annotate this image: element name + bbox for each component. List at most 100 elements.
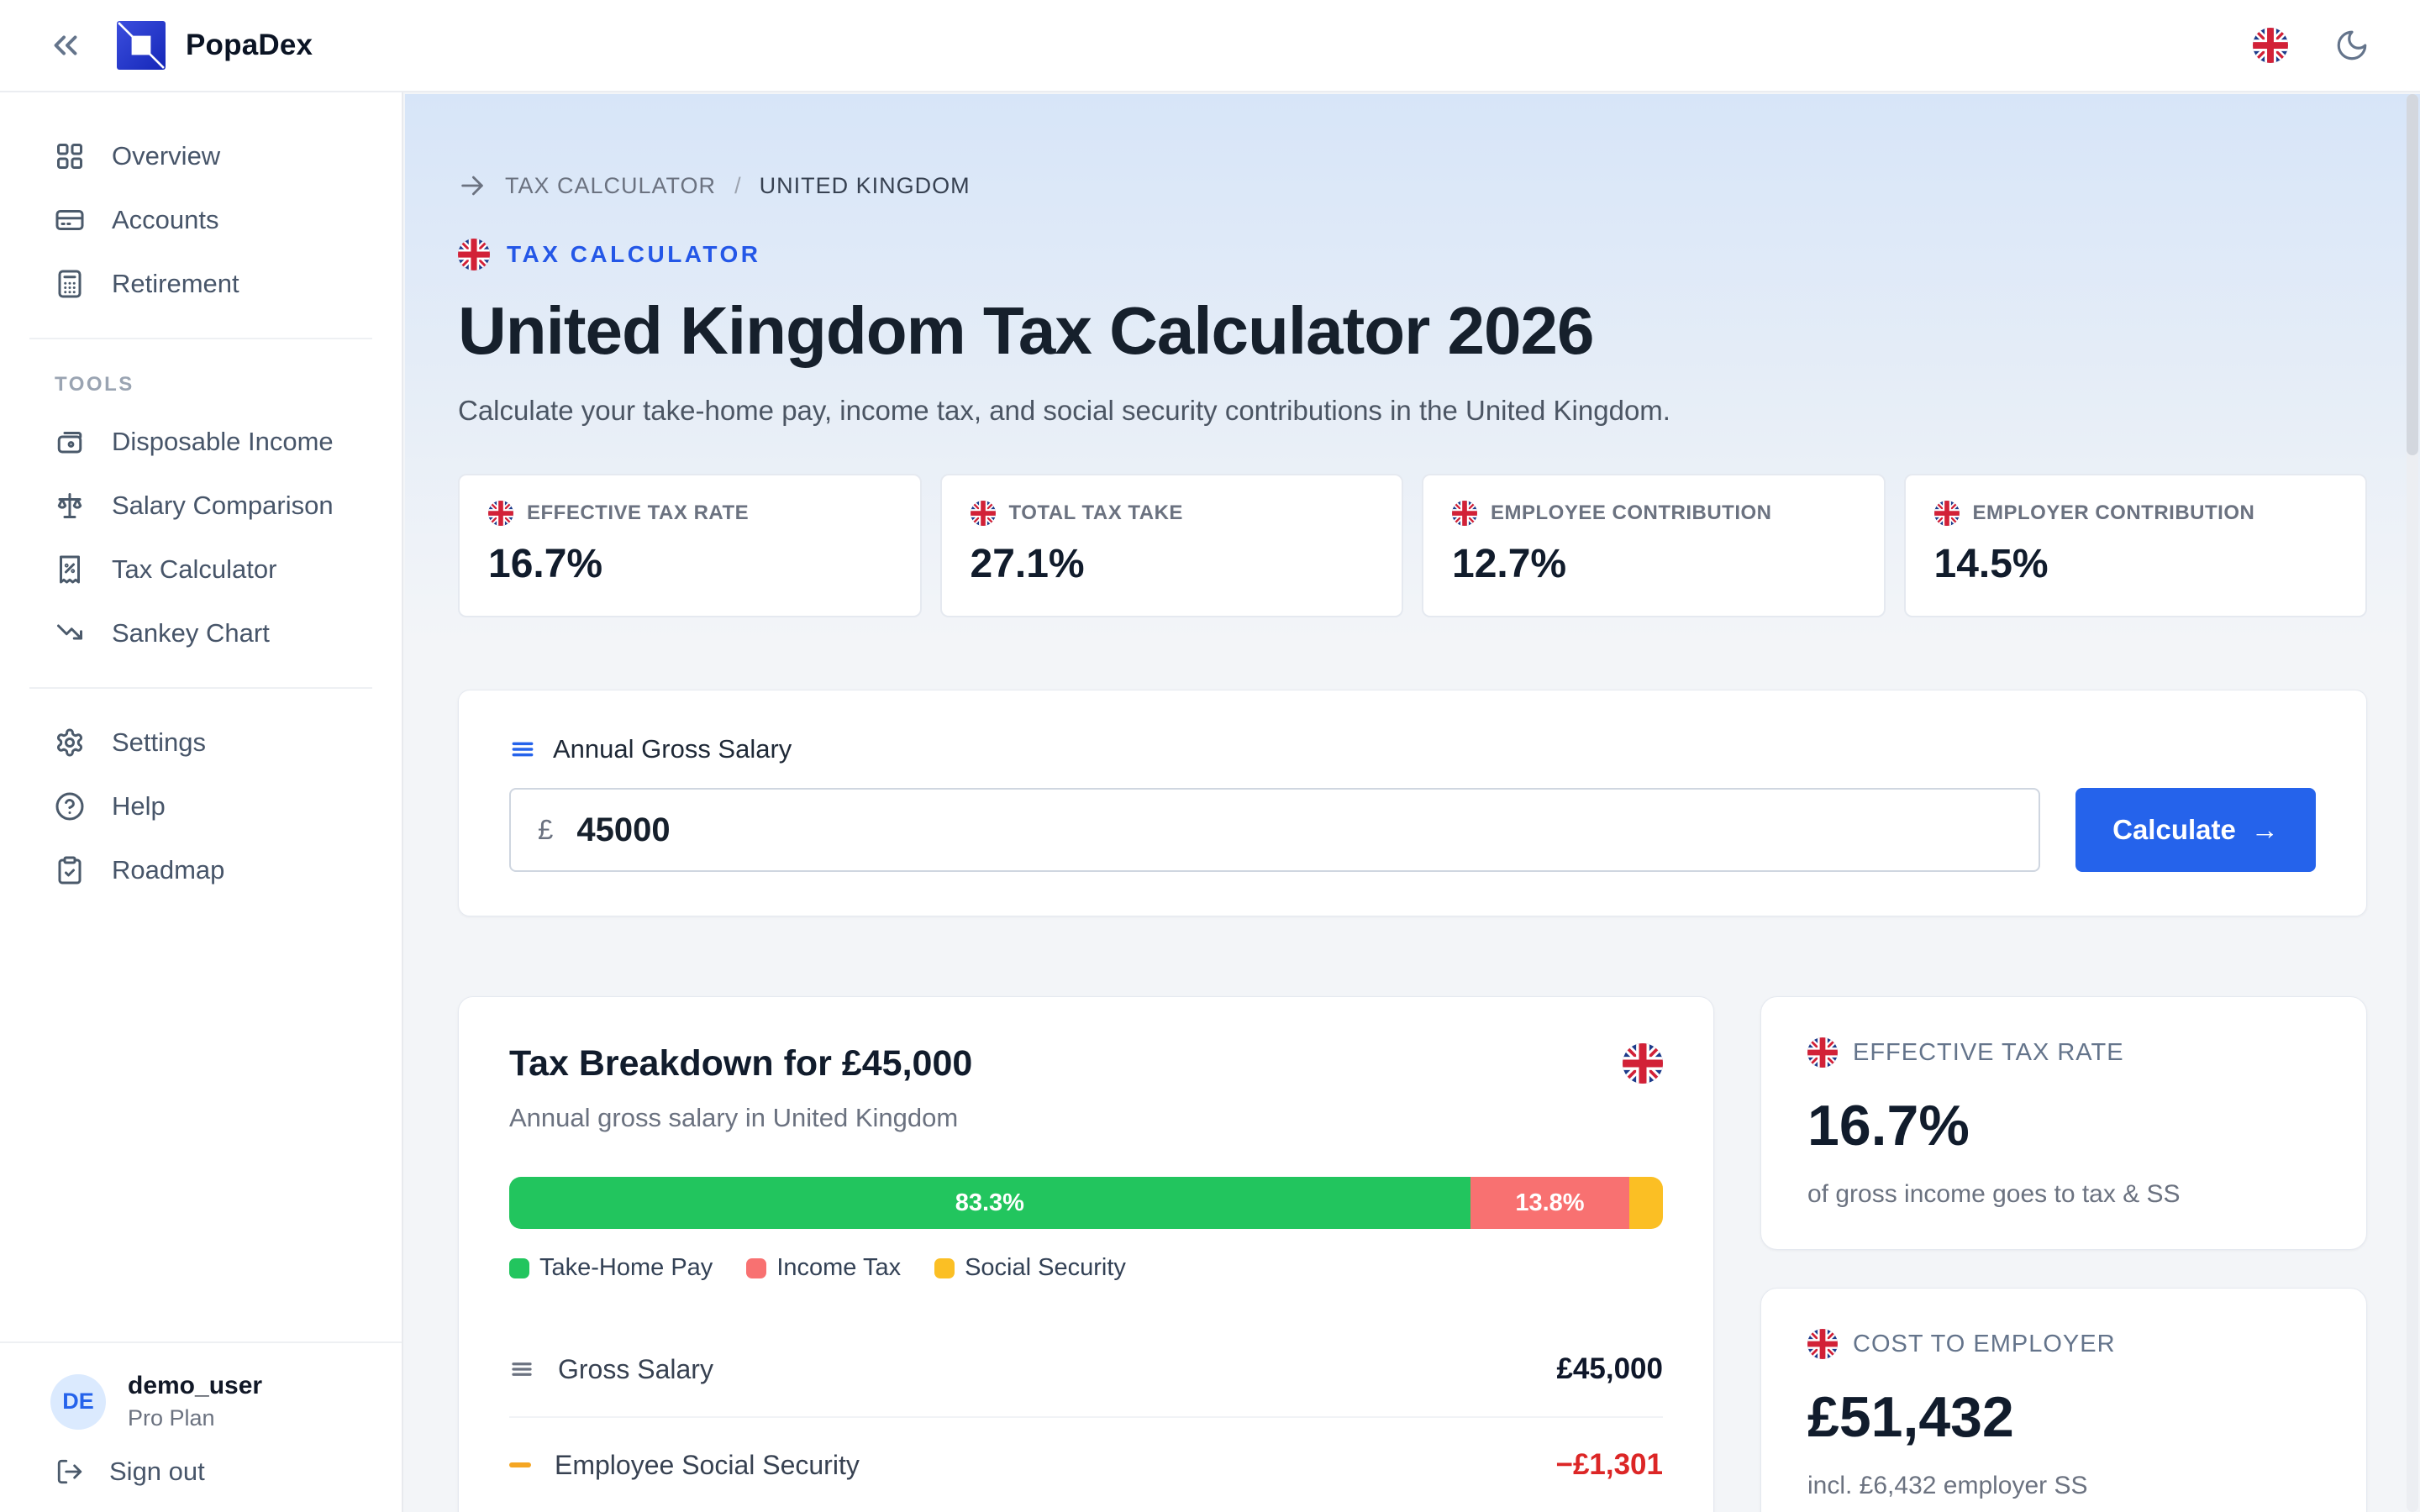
uk-flag-icon[interactable] xyxy=(2253,28,2288,63)
page-title: United Kingdom Tax Calculator 2026 xyxy=(458,293,1594,368)
summary-card-effective-tax-rate: EFFECTIVE TAX RATE 16.7% of gross income… xyxy=(1760,996,2367,1250)
breadcrumb-section[interactable]: TAX CALCULATOR xyxy=(505,172,717,198)
stat-card-employee-contribution: EMPLOYEE CONTRIBUTION 12.7% xyxy=(1422,474,1886,617)
summary-value: £51,432 xyxy=(1807,1385,2014,1449)
page-eyebrow-row: TAX CALCULATOR xyxy=(458,239,2367,270)
uk-flag-icon xyxy=(1934,501,1960,526)
legend-dot xyxy=(509,1257,529,1278)
sidebar-item-sankey-chart[interactable]: Sankey Chart xyxy=(0,601,402,665)
calculate-button[interactable]: Calculate → xyxy=(2075,788,2316,872)
popadex-logo-icon[interactable] xyxy=(117,21,166,70)
sidebar-item-label: Retirement xyxy=(112,269,239,298)
grid-icon xyxy=(57,144,82,169)
stat-value: 27.1% xyxy=(970,542,1085,586)
bar-segment-label: 13.8% xyxy=(1515,1189,1585,1216)
stat-value: 12.7% xyxy=(1452,542,1567,586)
sidebar-item-salary-comparison[interactable]: Salary Comparison xyxy=(0,474,402,538)
stat-label: EFFECTIVE TAX RATE xyxy=(527,501,750,524)
summary-column: EFFECTIVE TAX RATE 16.7% of gross income… xyxy=(1760,996,2367,1512)
gear-icon xyxy=(57,728,82,757)
tax-breakdown-card: Tax Breakdown for £45,000 Annual gross s… xyxy=(458,996,1714,1512)
clipboard-check-icon xyxy=(58,856,82,885)
stat-card-effective-tax-rate: EFFECTIVE TAX RATE 16.7% xyxy=(458,474,922,617)
lines-icon xyxy=(512,742,534,757)
user-name: demo_user xyxy=(128,1372,263,1399)
breadcrumb-separator: / xyxy=(734,172,741,198)
scale-icon xyxy=(57,493,82,518)
summary-value: 16.7% xyxy=(1807,1094,1970,1158)
trending-down-icon xyxy=(57,624,82,640)
sidebar: Overview Accounts Retirement TOOLS xyxy=(0,92,403,1512)
summary-card-cost-to-employer: COST TO EMPLOYER £51,432 incl. £6,432 em… xyxy=(1760,1288,2367,1512)
salary-input-wrapper: £ xyxy=(509,788,2040,872)
bar-segment-social-security xyxy=(1629,1177,1663,1229)
legend-item-income-tax: Income Tax xyxy=(746,1254,901,1282)
row-employee-social-security: Employee Social Security −£1,301 xyxy=(509,1418,1663,1512)
user-area: DE demo_user Pro Plan Sign out xyxy=(0,1341,402,1512)
topbar: PopaDex xyxy=(0,0,2420,92)
sidebar-item-settings[interactable]: Settings xyxy=(0,711,402,774)
summary-caption: incl. £6,432 employer SS xyxy=(1807,1472,2088,1499)
logout-icon xyxy=(57,1459,82,1484)
user-profile[interactable]: DE demo_user Pro Plan xyxy=(50,1372,402,1431)
help-circle-icon xyxy=(55,792,84,821)
salary-input[interactable] xyxy=(576,811,2012,849)
sidebar-item-label: Settings xyxy=(112,727,207,757)
stat-value: 16.7% xyxy=(488,542,603,586)
sidebar-item-overview[interactable]: Overview xyxy=(0,124,402,188)
bar-segment-income-tax: 13.8% xyxy=(1470,1177,1630,1229)
stat-value: 14.5% xyxy=(1933,542,2049,586)
uk-flag-icon xyxy=(458,239,490,270)
tools-section-header: TOOLS xyxy=(55,373,134,396)
calculator-icon xyxy=(58,270,82,298)
arrow-right-icon: → xyxy=(2250,814,2279,845)
uk-flag-icon xyxy=(971,501,996,526)
brand-name: PopaDex xyxy=(186,29,313,61)
sidebar-item-roadmap[interactable]: Roadmap xyxy=(0,838,402,902)
sign-out-button[interactable]: Sign out xyxy=(55,1457,402,1487)
summary-caption: of gross income goes to tax & SS xyxy=(1807,1180,2181,1208)
row-gross-salary: Gross Salary £45,000 xyxy=(509,1322,1663,1418)
bar-segment-label: 83.3% xyxy=(955,1189,1024,1216)
stat-card-employer-contribution: EMPLOYER CONTRIBUTION 14.5% xyxy=(1903,474,2367,617)
sidebar-item-help[interactable]: Help xyxy=(0,774,402,838)
legend-dot xyxy=(934,1257,955,1278)
bar-segment-take-home: 83.3% xyxy=(509,1177,1470,1229)
uk-flag-icon xyxy=(488,501,513,526)
breakdown-rows: Gross Salary £45,000 Employee Social Sec… xyxy=(509,1322,1663,1512)
legend-dot xyxy=(746,1257,767,1278)
sidebar-divider xyxy=(29,687,372,689)
sidebar-item-disposable-income[interactable]: Disposable Income xyxy=(0,410,402,474)
sidebar-item-retirement[interactable]: Retirement xyxy=(0,252,402,316)
legend-item-social-security: Social Security xyxy=(934,1254,1126,1282)
page-subtitle: Calculate your take-home pay, income tax… xyxy=(458,395,1670,426)
sidebar-item-label: Accounts xyxy=(112,205,219,234)
breadcrumb-current: UNITED KINGDOM xyxy=(759,172,971,198)
sidebar-item-label: Roadmap xyxy=(112,855,225,885)
sidebar-item-accounts[interactable]: Accounts xyxy=(0,188,402,252)
sidebar-item-label: Help xyxy=(112,791,166,821)
stat-card-total-tax-take: TOTAL TAX TAKE 27.1% xyxy=(939,474,1403,617)
sidebar-item-tax-calculator[interactable]: Tax Calculator xyxy=(0,538,402,601)
page-eyebrow: TAX CALCULATOR xyxy=(507,241,761,267)
dark-mode-toggle[interactable] xyxy=(2334,28,2370,63)
salary-input-label: Annual Gross Salary xyxy=(553,734,792,764)
sidebar-collapse-icon[interactable] xyxy=(46,26,85,65)
main-content: TAX CALCULATOR / UNITED KINGDOM TAX CALC… xyxy=(405,94,2420,1512)
tax-breakdown-bar: 83.3% 13.8% xyxy=(509,1177,1663,1229)
scrollbar-thumb[interactable] xyxy=(2407,94,2418,455)
breakdown-subtitle: Annual gross salary in United Kingdom xyxy=(509,1103,959,1132)
row-value: −£1,301 xyxy=(1555,1448,1664,1481)
uk-flag-icon xyxy=(1623,1043,1663,1084)
uk-flag-icon xyxy=(1452,501,1477,526)
receipt-percent-icon xyxy=(60,555,80,584)
user-plan-badge: Pro Plan xyxy=(128,1405,215,1431)
sidebar-item-label: Tax Calculator xyxy=(112,554,277,584)
minus-icon xyxy=(509,1462,531,1467)
wallet-icon xyxy=(57,432,82,454)
sidebar-divider xyxy=(29,338,372,339)
currency-symbol: £ xyxy=(538,814,554,845)
salary-input-card: Annual Gross Salary £ Calculate → xyxy=(458,690,2367,916)
moon-icon xyxy=(2337,30,2367,60)
breadcrumb: TAX CALCULATOR / UNITED KINGDOM xyxy=(458,171,2367,200)
